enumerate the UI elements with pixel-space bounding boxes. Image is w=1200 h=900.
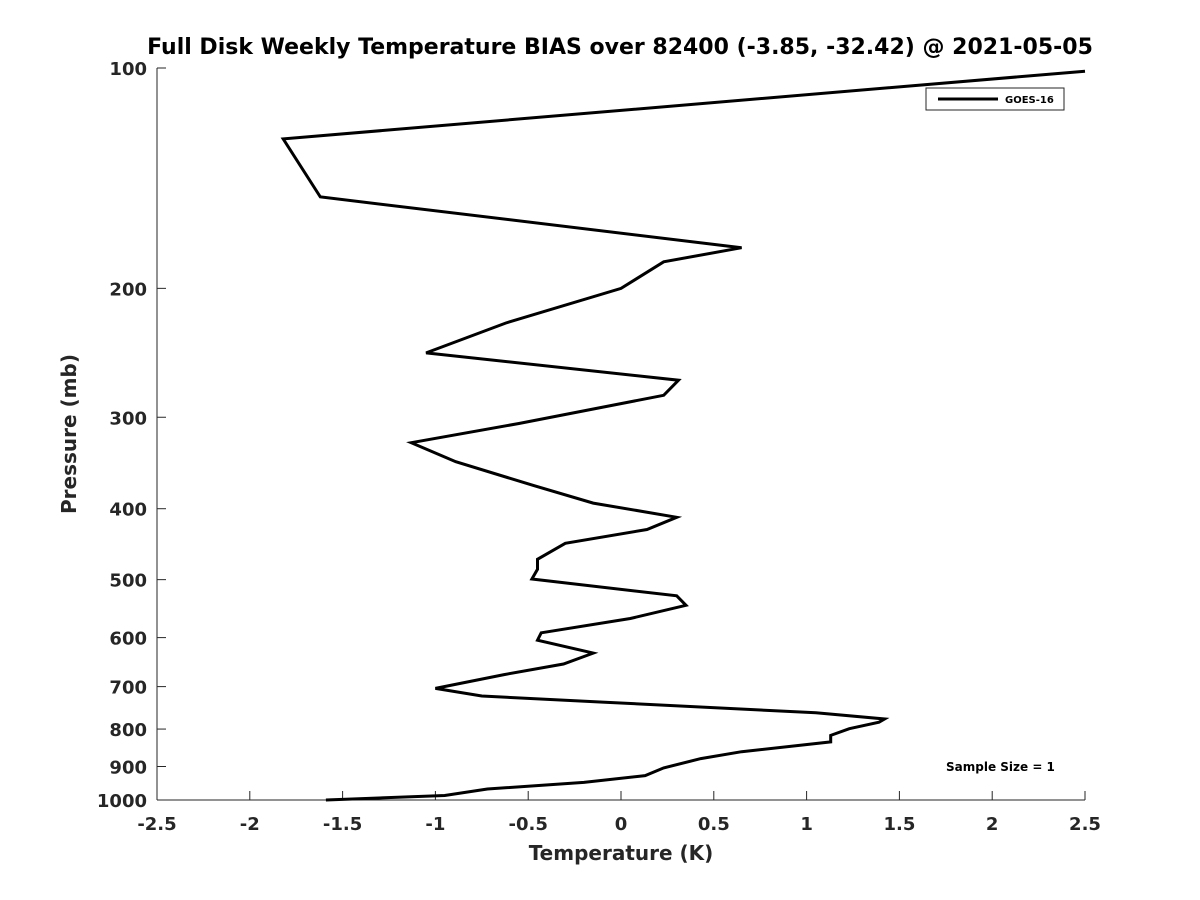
series-line-goes-16: [280, 69, 1086, 802]
x-tick-label: 2: [986, 814, 999, 835]
x-tick-label: 1: [800, 814, 813, 835]
y-tick-label: 500: [109, 571, 147, 592]
y-tick-label: 400: [109, 500, 147, 521]
sample-size-annotation: Sample Size = 1: [946, 760, 1055, 774]
y-tick-label: 700: [109, 678, 147, 699]
x-tick-label: -2.5: [137, 814, 176, 835]
y-tick-label: 800: [109, 720, 147, 741]
legend-label-goes16: GOES-16: [1005, 95, 1054, 106]
x-tick-label: -1.5: [323, 814, 362, 835]
plot-area: [157, 68, 1085, 800]
x-tick-label: 0.5: [698, 814, 730, 835]
x-tick-label: 2.5: [1069, 814, 1101, 835]
x-tick-label: 1.5: [883, 814, 915, 835]
x-tick-label: -2: [240, 814, 260, 835]
y-ticks: 100 200 300 400 500 600 700 800 900 1000: [97, 59, 166, 812]
x-ticks: -2.5 -2 -1.5 -1 -0.5 0 0.5 1 1.5 2 2.5: [137, 791, 1101, 835]
y-tick-label: 300: [109, 408, 147, 429]
y-tick-label: 1000: [97, 791, 147, 812]
x-axis-label: Temperature (K): [529, 841, 714, 865]
y-tick-label: 600: [109, 629, 147, 650]
chart-title: Full Disk Weekly Temperature BIAS over 8…: [147, 35, 1093, 60]
series-group: [280, 69, 1086, 802]
x-tick-label: 0: [615, 814, 628, 835]
y-tick-label: 200: [109, 279, 147, 300]
y-tick-label: 100: [109, 59, 147, 80]
y-axis-label: Pressure (mb): [57, 354, 81, 514]
y-tick-label: 900: [109, 758, 147, 779]
legend: GOES-16: [925, 87, 1065, 111]
x-tick-label: -0.5: [509, 814, 548, 835]
x-tick-label: -1: [425, 814, 445, 835]
